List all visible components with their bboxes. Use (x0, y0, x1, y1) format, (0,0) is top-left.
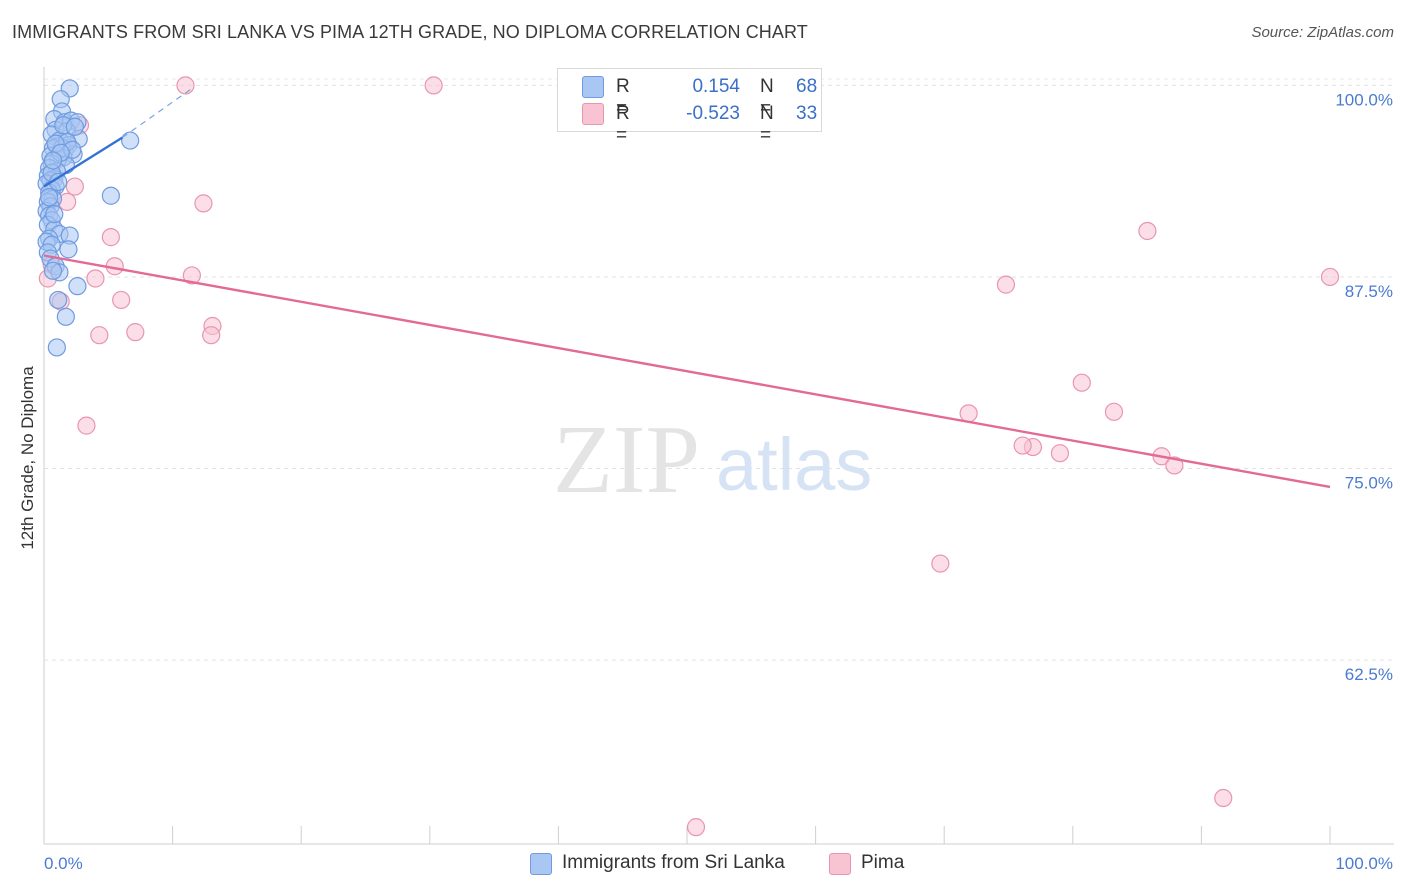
pima-point (194, 194, 213, 213)
legend-swatch-sri-lanka (582, 76, 604, 98)
sri-lanka-point (49, 290, 68, 310)
y-tick-label: 75.0% (1345, 474, 1393, 493)
trend-lines (43, 87, 1331, 489)
pima-point (86, 269, 105, 288)
pima-point (996, 275, 1016, 294)
x-tick-label: 100.0% (1335, 854, 1393, 873)
pima-point (1138, 221, 1157, 241)
pima-point (686, 818, 706, 837)
pima-point (202, 326, 221, 345)
watermark-atlas: atlas (716, 423, 872, 506)
source-label: Source: ZipAtlas.com (1251, 24, 1394, 41)
sri-lanka-point (59, 240, 78, 259)
pima-point (90, 326, 109, 345)
pima-point (1214, 788, 1233, 808)
pima-point (1104, 402, 1124, 421)
legend-r-value: -0.523 (686, 103, 740, 124)
legend-r-key: R = (616, 76, 630, 119)
legend-n-key: N = (760, 103, 774, 146)
legend-r-key: R = (616, 103, 630, 146)
legend-r-value: 0.154 (692, 76, 740, 97)
sri-lanka-point (43, 151, 63, 170)
correlation-legend: R = 0.154 N = 68 R = -0.523 N = 33 (557, 68, 822, 146)
grid-lines (44, 78, 1394, 661)
sri-lanka-points (37, 79, 140, 357)
sri-lanka-point (68, 277, 87, 296)
trend-line (43, 136, 124, 188)
sri-lanka-point (47, 338, 66, 357)
sri-lanka-point (121, 131, 140, 150)
y-tick-label: 100.0% (1335, 90, 1393, 109)
pima-point (1013, 436, 1032, 455)
sri-lanka-point (65, 117, 84, 136)
pima-point (1320, 267, 1340, 287)
trend-line (122, 87, 193, 138)
pima-point (1050, 444, 1070, 463)
legend-label-sri-lanka: Immigrants from Sri Lanka (562, 852, 785, 873)
legend-label-pima: Pima (861, 852, 905, 873)
pima-point (1072, 373, 1091, 392)
sri-lanka-point (101, 186, 120, 205)
pima-point (112, 290, 131, 310)
watermark: ZIP atlas (553, 406, 872, 514)
legend-swatch-pima (829, 853, 851, 875)
sri-lanka-point (45, 205, 64, 224)
sri-lanka-point (56, 307, 75, 326)
chart-title: IMMIGRANTS FROM SRI LANKA VS PIMA 12TH G… (12, 22, 808, 42)
pima-point (959, 404, 978, 423)
legend-swatch-pima (582, 103, 604, 125)
watermark-zip: ZIP (553, 406, 700, 514)
pima-point (77, 416, 96, 435)
y-axis-label: 12th Grade, No Diploma (18, 366, 37, 550)
legend-n-value: 68 (796, 76, 818, 97)
pima-point (65, 177, 84, 196)
pima-point (182, 266, 201, 285)
pima-point (126, 323, 145, 342)
y-tick-label: 62.5% (1345, 665, 1393, 684)
sri-lanka-point (43, 261, 63, 280)
legend-n-value: 33 (796, 103, 818, 124)
pima-point (176, 76, 195, 95)
x-tick-label: 0.0% (44, 854, 83, 873)
trend-line (43, 254, 1331, 489)
pima-point (1165, 456, 1184, 475)
legend-n-key: N = (760, 76, 774, 119)
legend-swatch-sri-lanka (530, 853, 552, 875)
sri-lanka-point (40, 188, 59, 207)
tick-labels: 100.0% 87.5% 75.0% 62.5% 0.0% 100.0% (44, 90, 1393, 873)
pima-point (424, 76, 443, 95)
pima-point (931, 554, 950, 573)
y-tick-label: 87.5% (1345, 282, 1393, 301)
pima-point (101, 228, 120, 247)
